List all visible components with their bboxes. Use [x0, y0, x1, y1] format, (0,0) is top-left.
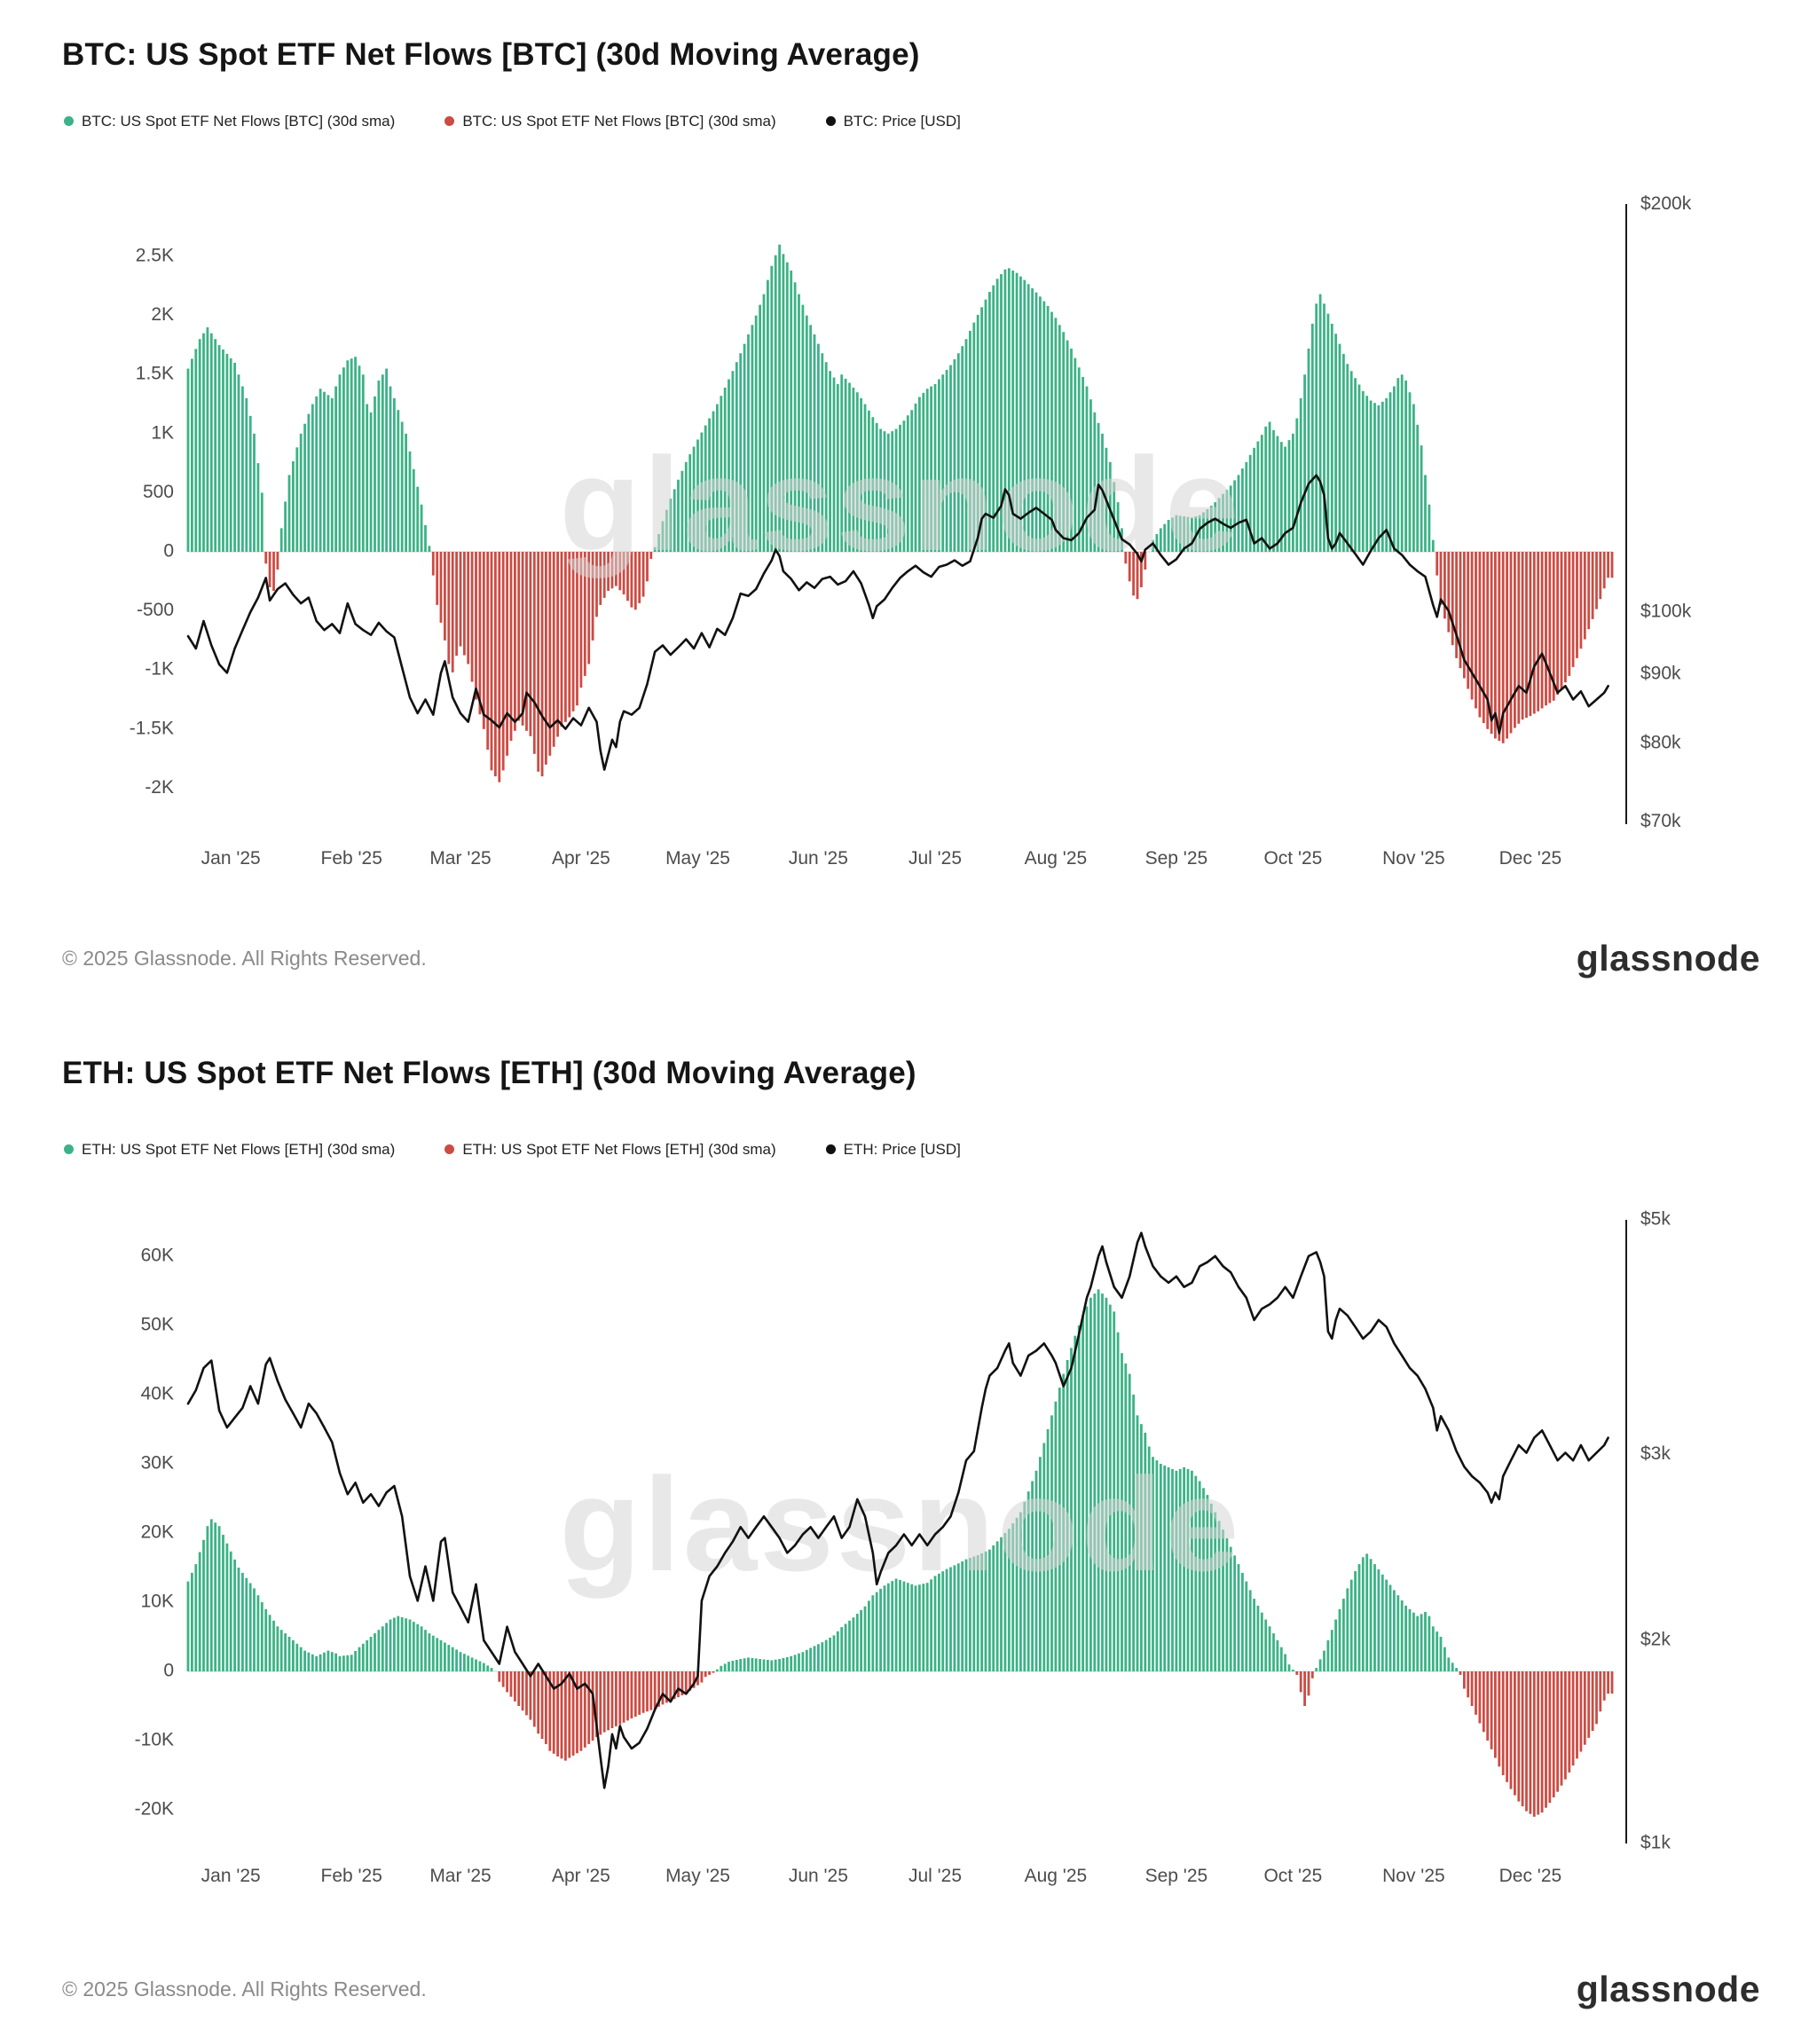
svg-text:$90k: $90k [1640, 663, 1681, 683]
legend-item-btc-flows-negative[interactable]: BTC: US Spot ETF Net Flows [BTC] (30d sm… [444, 113, 776, 130]
copyright-text: © 2025 Glassnode. All Rights Reserved. [62, 946, 427, 970]
btc-chart-title: BTC: US Spot ETF Net Flows [BTC] (30d Mo… [62, 37, 920, 72]
svg-text:50K: 50K [141, 1315, 174, 1335]
flow-bars [186, 1289, 1614, 1817]
svg-text:$3k: $3k [1640, 1443, 1671, 1464]
svg-text:Feb '25: Feb '25 [321, 848, 382, 869]
svg-text:Jul '25: Jul '25 [908, 1866, 962, 1886]
svg-text:Mar '25: Mar '25 [429, 848, 491, 869]
glassnode-logo: glassnode [1576, 1968, 1760, 2009]
x-axis-labels: Jan '25 Feb '25 Mar '25 Apr '25 May '25 Jun '… [201, 1866, 1562, 1886]
legend-item-eth-flows-positive[interactable]: ETH: US Spot ETF Net Flows [ETH] (30d sm… [64, 1142, 395, 1157]
svg-text:-2K: -2K [145, 777, 174, 798]
svg-text:20K: 20K [141, 1522, 174, 1543]
svg-text:Nov '25: Nov '25 [1382, 848, 1445, 869]
red-dot-icon [444, 1144, 455, 1154]
svg-text:May '25: May '25 [665, 848, 730, 869]
svg-text:May '25: May '25 [665, 1866, 730, 1886]
legend-item-eth-flows-negative[interactable]: ETH: US Spot ETF Net Flows [ETH] (30d sm… [444, 1141, 776, 1158]
svg-text:10K: 10K [141, 1592, 174, 1612]
svg-text:Apr '25: Apr '25 [552, 848, 610, 869]
svg-text:1.5K: 1.5K [136, 364, 174, 384]
black-dot-icon [825, 1144, 836, 1154]
svg-text:0: 0 [163, 1661, 174, 1681]
eth-chart-canvas[interactable]: glassnode60K50K40K30K20K10K0-10K-20K$5k$… [0, 1038, 1817, 2044]
svg-text:Jun '25: Jun '25 [789, 1866, 848, 1886]
svg-text:$80k: $80k [1640, 733, 1681, 753]
green-dot-icon [64, 116, 74, 126]
svg-text:60K: 60K [141, 1246, 174, 1266]
flow-bars [186, 244, 1614, 782]
eth-legend: ETH: US Spot ETF Net Flows [ETH] (30d sm… [64, 1142, 961, 1157]
svg-text:$70k: $70k [1640, 811, 1681, 831]
svg-text:Nov '25: Nov '25 [1382, 1866, 1445, 1886]
eth-chart-title: ETH: US Spot ETF Net Flows [ETH] (30d Mo… [62, 1056, 916, 1090]
btc-legend: BTC: US Spot ETF Net Flows [BTC] (30d sm… [64, 114, 961, 129]
eth-chart-section: glassnode 60K 50K 40K 30K 20K 10K 0 -10K -20K $5k $… [0, 1038, 1817, 2044]
left-axis-ticks: 60K 50K 40K 30K 20K 10K 0 -10K -20K [135, 1246, 174, 1820]
svg-text:Dec '25: Dec '25 [1499, 848, 1562, 869]
legend-label-btc-flows-negative: BTC: US Spot ETF Net Flows [BTC] (30d sm… [462, 113, 776, 130]
svg-text:Jan '25: Jan '25 [201, 1866, 261, 1886]
legend-label-btc-price: BTC: Price [USD] [843, 113, 961, 130]
right-axis-ticks: $200k $100k $90k $80k $70k [1640, 193, 1692, 831]
svg-text:Jul '25: Jul '25 [908, 848, 962, 869]
svg-text:-20K: -20K [135, 1799, 174, 1820]
svg-text:$100k: $100k [1640, 601, 1692, 622]
glassnode-logo: glassnode [1576, 937, 1760, 979]
black-dot-icon [825, 116, 836, 126]
svg-text:Sep '25: Sep '25 [1145, 848, 1208, 869]
svg-text:Oct '25: Oct '25 [1263, 1866, 1322, 1886]
svg-text:-1.5K: -1.5K [130, 718, 174, 738]
svg-text:30K: 30K [141, 1453, 174, 1474]
svg-text:Apr '25: Apr '25 [552, 1866, 610, 1886]
btc-chart-canvas[interactable]: glassnode 2.5K 2K 1.5K 1K 500 0 -500 -1K -1.5K -2K… [0, 0, 1817, 1038]
svg-text:40K: 40K [141, 1384, 174, 1404]
svg-text:Mar '25: Mar '25 [429, 1866, 491, 1886]
svg-text:1K: 1K [151, 422, 174, 443]
btc-chart-section: glassnode 2.5K 2K 1.5K 1K 500 0 -500 -1K -1.5K -2K… [0, 0, 1817, 1038]
legend-item-eth-price[interactable]: ETH: Price [USD] [825, 1141, 961, 1158]
svg-text:-1K: -1K [145, 659, 174, 680]
svg-text:$1k: $1k [1640, 1833, 1671, 1853]
svg-text:$5k: $5k [1640, 1209, 1671, 1230]
price-line [186, 1231, 1609, 1789]
svg-text:Dec '25: Dec '25 [1499, 1866, 1562, 1886]
svg-text:Jun '25: Jun '25 [789, 848, 848, 869]
red-dot-icon [444, 116, 455, 126]
svg-text:$2k: $2k [1640, 1630, 1671, 1650]
watermark-text: glassnode [560, 429, 1242, 578]
legend-label-eth-price: ETH: Price [USD] [843, 1141, 961, 1158]
green-dot-icon [64, 1144, 74, 1154]
svg-text:500: 500 [143, 482, 174, 502]
svg-text:-500: -500 [137, 600, 174, 620]
svg-text:$200k: $200k [1640, 193, 1692, 214]
legend-item-btc-flows-positive[interactable]: BTC: US Spot ETF Net Flows [BTC] (30d sm… [64, 114, 395, 129]
x-axis-labels: Jan '25 Feb '25 Mar '25 Apr '25 May '25 Jun '… [201, 848, 1562, 869]
svg-text:Aug '25: Aug '25 [1025, 848, 1088, 869]
svg-text:Jan '25: Jan '25 [201, 848, 261, 869]
svg-text:2K: 2K [151, 304, 174, 325]
copyright-text: © 2025 Glassnode. All Rights Reserved. [62, 1977, 427, 2001]
svg-text:2.5K: 2.5K [136, 246, 174, 266]
svg-text:Oct '25: Oct '25 [1263, 848, 1322, 869]
legend-label-eth-flows-negative: ETH: US Spot ETF Net Flows [ETH] (30d sm… [462, 1141, 776, 1158]
legend-item-btc-price[interactable]: BTC: Price [USD] [825, 113, 961, 130]
svg-text:Sep '25: Sep '25 [1145, 1866, 1208, 1886]
right-axis-ticks: $5k $3k $2k $1k [1640, 1209, 1671, 1853]
left-axis-ticks: 2.5K 2K 1.5K 1K 500 0 -500 -1K -1.5K -2K [130, 246, 174, 798]
price-line [186, 474, 1609, 771]
svg-text:Feb '25: Feb '25 [321, 1866, 382, 1886]
legend-label-btc-flows-positive: BTC: US Spot ETF Net Flows [BTC] (30d sm… [82, 113, 396, 130]
watermark-text: glassnode [560, 1450, 1242, 1599]
btc-chart-footer: © 2025 Glassnode. All Rights Reserved. g… [62, 932, 1760, 985]
svg-text:Aug '25: Aug '25 [1025, 1866, 1088, 1886]
svg-text:-10K: -10K [135, 1730, 174, 1750]
svg-text:0: 0 [163, 541, 174, 562]
eth-chart-footer: © 2025 Glassnode. All Rights Reserved. g… [62, 1962, 1760, 2016]
legend-label-eth-flows-positive: ETH: US Spot ETF Net Flows [ETH] (30d sm… [82, 1141, 396, 1158]
